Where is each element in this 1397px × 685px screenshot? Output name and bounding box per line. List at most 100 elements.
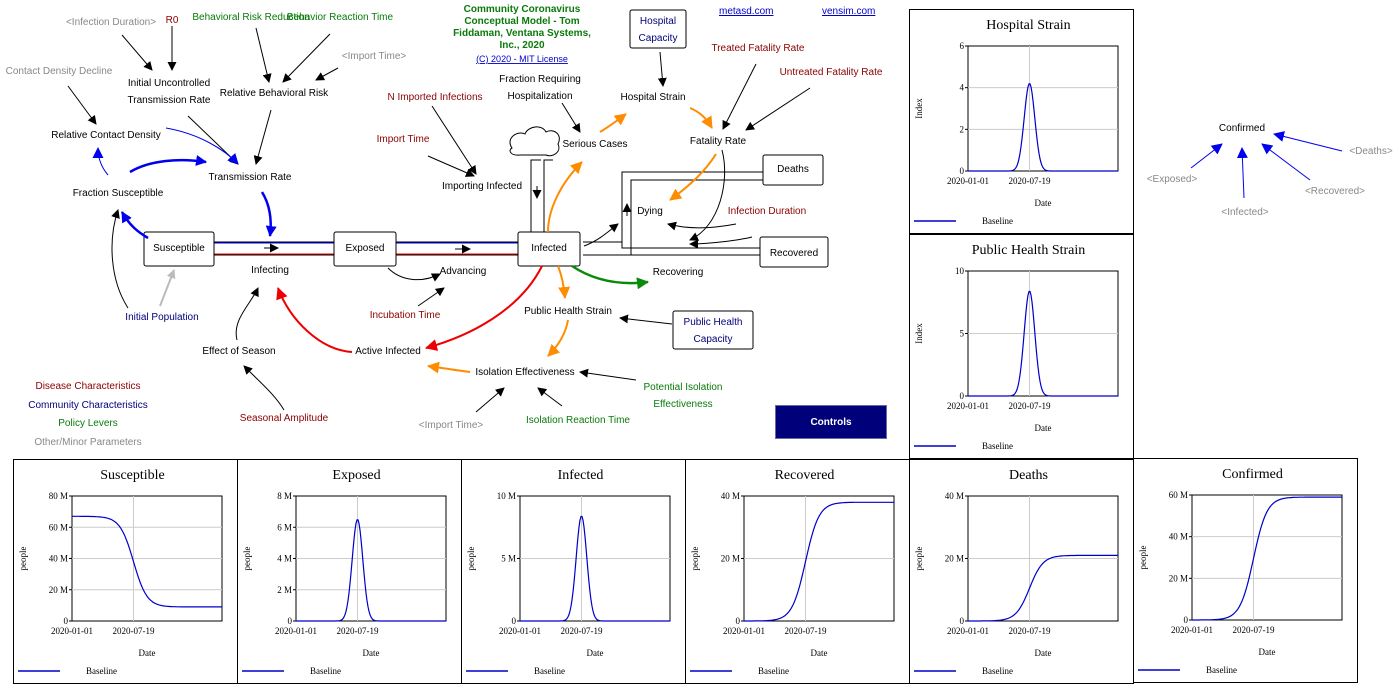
vensim-link[interactable]: vensim.com bbox=[822, 6, 876, 17]
chart-title: Confirmed bbox=[1222, 467, 1283, 482]
y-tick-label: 60 M bbox=[1169, 490, 1188, 500]
chart-svg: Susceptible 0 20 M 40 M 60 M 80 M 2020-01-01 20… bbox=[18, 468, 223, 676]
behavior-reaction-time-label: Behavior Reaction Time bbox=[287, 12, 394, 23]
stock-label: Exposed bbox=[346, 243, 385, 254]
hospital-capacity-box[interactable]: Hospital Capacity bbox=[629, 9, 687, 49]
confirmed-deaths-label: <Deaths> bbox=[1349, 146, 1393, 157]
legend-community: Community Characteristics bbox=[28, 400, 147, 411]
y-axis-label: people bbox=[18, 547, 28, 571]
x-tick-label: 2020-07-19 bbox=[1233, 625, 1275, 635]
treated-fatality-rate-label: Treated Fatality Rate bbox=[711, 43, 804, 54]
series-line-baseline bbox=[968, 290, 1118, 397]
y-tick-label: 0 bbox=[960, 166, 965, 176]
y-tick-label: 6 M bbox=[277, 522, 292, 532]
potential-isolation-label: Potential Isolation bbox=[644, 382, 723, 393]
chart-panel-public-health-strain: Public Health Strain 0 5 10 2020-01-01 2020-0… bbox=[909, 234, 1134, 459]
legend-disease: Disease Characteristics bbox=[35, 381, 140, 392]
flow-pipes bbox=[214, 126, 763, 256]
potential-isolation-label-2: Effectiveness bbox=[653, 399, 712, 410]
y-tick-label: 0 bbox=[960, 391, 965, 401]
legend-label: Baseline bbox=[1206, 665, 1237, 675]
chart-svg: Exposed 0 2 M 4 M 6 M 8 M 2020-01-01 2020-07-19… bbox=[242, 468, 447, 676]
public-health-capacity-label: Public Health bbox=[684, 317, 743, 328]
license-link[interactable]: (C) 2020 - MIT License bbox=[476, 54, 568, 64]
stock-label: Infected bbox=[531, 243, 567, 254]
chart-panel-deaths: Deaths 0 20 M 40 M 2020-01-01 2020-07-19 Date p… bbox=[909, 459, 1134, 684]
hospital-capacity-label: Hospital bbox=[640, 16, 676, 27]
import-time-label: Import Time bbox=[377, 134, 430, 145]
y-axis-label: people bbox=[1138, 546, 1148, 570]
y-tick-label: 4 bbox=[960, 83, 965, 93]
y-tick-label: 0 bbox=[288, 616, 293, 626]
controls-button[interactable]: Controls bbox=[775, 405, 887, 439]
legend-label: Baseline bbox=[982, 666, 1013, 676]
chart-panel-exposed: Exposed 0 2 M 4 M 6 M 8 M 2020-01-01 2020-07-19… bbox=[237, 459, 462, 684]
y-tick-label: 4 M bbox=[277, 554, 292, 564]
stock-infected[interactable]: Infected bbox=[517, 231, 581, 267]
model-title: Community Coronavirus Conceptual Model -… bbox=[453, 4, 591, 64]
x-tick-label: 2020-01-01 bbox=[275, 626, 317, 636]
serious-cases-label: Serious Cases bbox=[562, 139, 627, 150]
initial-population-label: Initial Population bbox=[125, 312, 198, 323]
chart-title: Infected bbox=[558, 468, 604, 483]
x-tick-label: 2020-01-01 bbox=[723, 626, 765, 636]
incubation-time-label: Incubation Time bbox=[370, 310, 441, 321]
y-axis-label: people bbox=[242, 547, 252, 571]
x-tick-label: 2020-07-19 bbox=[561, 626, 603, 636]
chart-panel-hospital-strain: Hospital Strain 0 2 4 6 2020-01-01 2020-07-19 D… bbox=[909, 9, 1134, 234]
fatality-rate-label: Fatality Rate bbox=[690, 136, 747, 147]
public-health-capacity-box[interactable]: Public Health Capacity bbox=[672, 310, 754, 350]
chart-title: Public Health Strain bbox=[972, 243, 1086, 258]
causal-links-red bbox=[276, 265, 543, 353]
legend-label: Baseline bbox=[982, 216, 1013, 226]
x-axis-label: Date bbox=[811, 648, 828, 658]
x-tick-label: 2020-07-19 bbox=[1009, 626, 1051, 636]
x-tick-label: 2020-01-01 bbox=[947, 176, 989, 186]
stock-label: Susceptible bbox=[153, 243, 205, 254]
y-tick-label: 0 bbox=[64, 616, 69, 626]
x-axis-label: Date bbox=[1035, 648, 1052, 658]
untreated-fatality-rate-label: Untreated Fatality Rate bbox=[780, 67, 883, 78]
x-tick-label: 2020-07-19 bbox=[113, 626, 155, 636]
import-time-shadow-top-label: <Import Time> bbox=[342, 51, 407, 62]
chart-svg: Recovered 0 20 M 40 M 2020-01-01 2020-07-19 Da… bbox=[690, 468, 895, 676]
public-health-strain-label: Public Health Strain bbox=[524, 306, 612, 317]
chart-svg: Hospital Strain 0 2 4 6 2020-01-01 2020-07-19 D… bbox=[914, 18, 1119, 226]
series-line-baseline bbox=[520, 515, 670, 622]
infecting-flow-label: Infecting bbox=[251, 265, 289, 276]
stock-deaths[interactable]: Deaths bbox=[762, 154, 824, 186]
y-tick-label: 5 bbox=[960, 329, 965, 339]
relative-behavioral-risk-label: Relative Behavioral Risk bbox=[220, 88, 329, 99]
series-line-baseline bbox=[1192, 496, 1342, 621]
chart-title: Deaths bbox=[1009, 468, 1048, 483]
y-tick-label: 60 M bbox=[49, 522, 68, 532]
y-tick-label: 0 bbox=[1184, 615, 1189, 625]
y-axis-label: people bbox=[466, 547, 476, 571]
seasonal-amplitude-label: Seasonal Amplitude bbox=[240, 413, 329, 424]
effect-of-season-label: Effect of Season bbox=[202, 346, 275, 357]
y-tick-label: 40 M bbox=[945, 491, 964, 501]
isolation-effectiveness-label: Isolation Effectiveness bbox=[475, 367, 574, 378]
legend-label: Baseline bbox=[982, 441, 1013, 451]
fraction-requiring-label-2: Hospitalization bbox=[507, 91, 572, 102]
stock-susceptible[interactable]: Susceptible bbox=[143, 231, 215, 267]
isolation-reaction-time-label: Isolation Reaction Time bbox=[526, 415, 630, 426]
legend-label: Baseline bbox=[534, 666, 565, 676]
y-axis-label: Index bbox=[914, 98, 924, 119]
y-tick-label: 0 bbox=[512, 616, 517, 626]
chart-svg: Deaths 0 20 M 40 M 2020-01-01 2020-07-19 Date p… bbox=[914, 468, 1119, 676]
metasd-link[interactable]: metasd.com bbox=[719, 6, 774, 17]
y-tick-label: 40 M bbox=[721, 491, 740, 501]
series-line-baseline bbox=[968, 83, 1118, 172]
y-tick-label: 0 bbox=[960, 616, 965, 626]
stock-exposed[interactable]: Exposed bbox=[333, 231, 397, 267]
stock-recovered[interactable]: Recovered bbox=[759, 236, 829, 268]
chart-title: Recovered bbox=[775, 468, 835, 483]
title-line-1: Community Coronavirus bbox=[464, 4, 581, 15]
y-tick-label: 6 bbox=[960, 41, 965, 51]
title-line-2: Conceptual Model - Tom bbox=[464, 16, 579, 27]
chart-svg: Public Health Strain 0 5 10 2020-01-01 2020-0… bbox=[914, 243, 1119, 451]
confirmed-infected-label: <Infected> bbox=[1221, 207, 1268, 218]
chart-panel-confirmed: Confirmed 0 20 M 40 M 60 M 2020-01-01 2020-07-… bbox=[1133, 458, 1358, 683]
chart-panel-infected: Infected 0 5 M 10 M 2020-01-01 2020-07-19 Date… bbox=[461, 459, 686, 684]
